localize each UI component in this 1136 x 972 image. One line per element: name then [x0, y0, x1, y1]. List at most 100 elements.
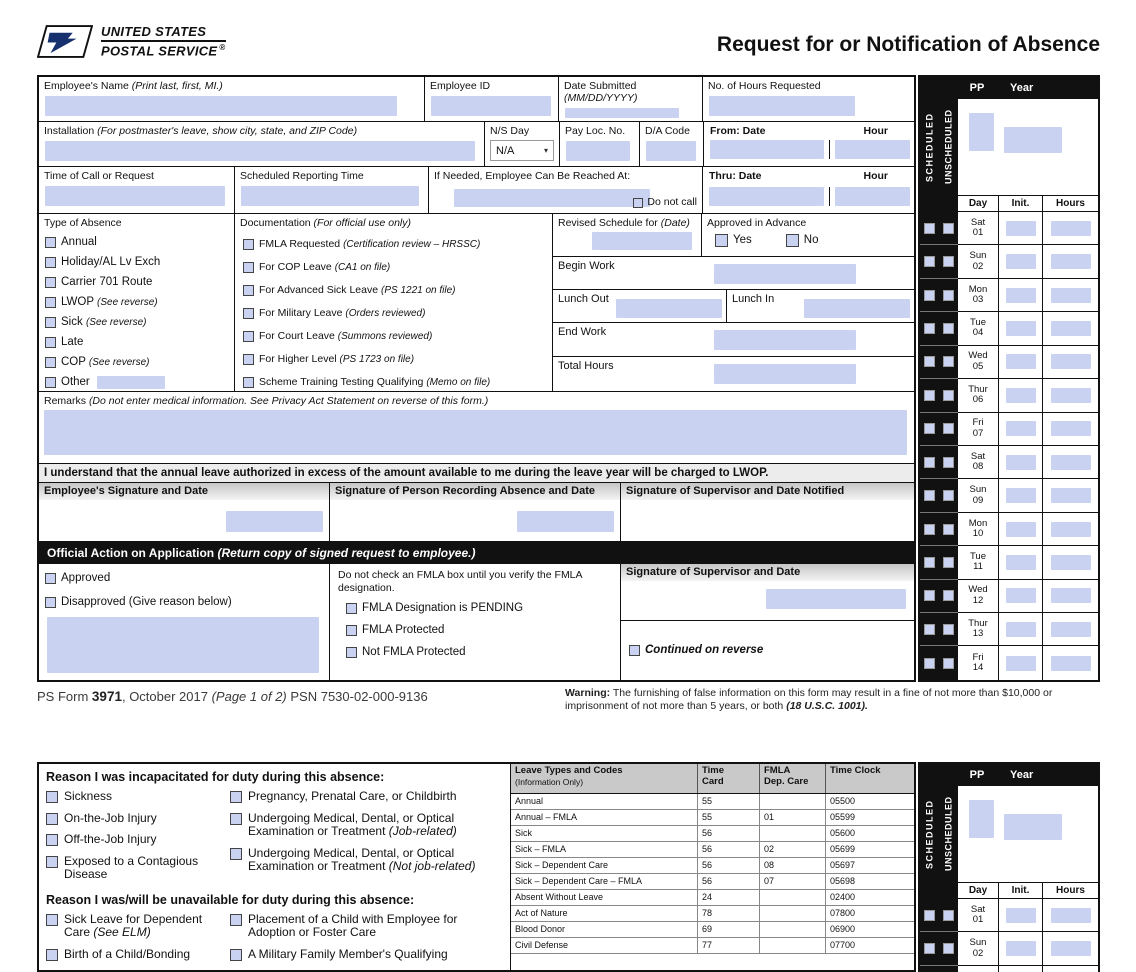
pay-loc-input[interactable] — [566, 141, 630, 161]
installation-input[interactable] — [45, 141, 475, 161]
unscheduled-checkbox[interactable] — [943, 623, 954, 635]
absence-type-option[interactable]: Carrier 701 Route — [45, 276, 228, 289]
scheduled-checkbox[interactable] — [924, 289, 935, 301]
do-not-call-checkbox[interactable] — [633, 197, 644, 208]
reason-checkbox[interactable] — [46, 812, 58, 825]
init-input[interactable] — [1005, 454, 1036, 470]
reason-option[interactable]: Sickness — [46, 789, 230, 804]
year-input[interactable] — [1004, 814, 1062, 840]
scheduled-checkbox[interactable] — [924, 256, 935, 268]
hours-input[interactable] — [1050, 907, 1091, 923]
scheduled-checkbox[interactable] — [924, 523, 935, 535]
reason-checkbox[interactable] — [230, 948, 242, 961]
hours-input[interactable] — [1050, 220, 1091, 236]
absence-type-checkbox[interactable] — [45, 297, 56, 308]
hours-input[interactable] — [1050, 421, 1091, 437]
scheduled-checkbox[interactable] — [924, 943, 935, 955]
reason-option[interactable]: Birth of a Child/Bonding — [46, 947, 230, 962]
reason-checkbox[interactable] — [230, 791, 242, 803]
reason-checkbox[interactable] — [230, 812, 242, 825]
lunch-in-input[interactable] — [804, 298, 910, 318]
do-not-call-option[interactable]: Do not call — [633, 196, 697, 209]
scheduled-checkbox[interactable] — [924, 590, 935, 602]
hours-input[interactable] — [1050, 655, 1091, 671]
unscheduled-checkbox[interactable] — [943, 356, 954, 368]
hours-input[interactable] — [1050, 521, 1091, 537]
documentation-option[interactable]: FMLA Requested (Certification review – H… — [243, 238, 544, 251]
init-input[interactable] — [1005, 941, 1036, 957]
unscheduled-checkbox[interactable] — [943, 590, 954, 602]
hours-input[interactable] — [1050, 287, 1091, 303]
employee-signature-input[interactable] — [226, 511, 323, 532]
documentation-checkbox[interactable] — [243, 285, 254, 296]
revised-schedule-input[interactable] — [592, 232, 692, 250]
absence-type-checkbox[interactable] — [45, 337, 56, 348]
disapproved-checkbox[interactable] — [45, 597, 56, 608]
init-input[interactable] — [1005, 588, 1036, 604]
year-input[interactable] — [1004, 127, 1062, 153]
approved-checkbox[interactable] — [45, 573, 56, 584]
approved-no-option[interactable]: No — [785, 234, 818, 247]
hours-input[interactable] — [1050, 621, 1091, 637]
absence-type-checkbox[interactable] — [45, 277, 56, 288]
supervisor-signature-input[interactable] — [766, 589, 906, 609]
absence-type-checkbox[interactable] — [45, 317, 56, 328]
continued-checkbox[interactable] — [629, 645, 640, 656]
scheduled-checkbox[interactable] — [924, 322, 935, 334]
hours-input[interactable] — [1050, 454, 1091, 470]
reason-option[interactable]: A Military Family Member's Qualifying — [230, 947, 503, 962]
approved-yes-option[interactable]: Yes — [715, 234, 752, 247]
documentation-option[interactable]: Scheme Training Testing Qualifying (Memo… — [243, 376, 544, 389]
documentation-option[interactable]: For Court Leave (Summons reviewed) — [243, 330, 544, 343]
unscheduled-checkbox[interactable] — [943, 256, 954, 268]
init-input[interactable] — [1005, 354, 1036, 370]
fmla-option-checkbox[interactable] — [346, 625, 357, 636]
hours-requested-input[interactable] — [709, 96, 855, 116]
absence-type-option[interactable]: Sick (See reverse) — [45, 316, 228, 329]
absence-type-option[interactable]: Holiday/AL Lv Exch — [45, 256, 228, 269]
documentation-checkbox[interactable] — [243, 308, 254, 319]
unscheduled-checkbox[interactable] — [943, 222, 954, 234]
unscheduled-checkbox[interactable] — [943, 556, 954, 568]
from-date-input[interactable] — [710, 140, 825, 159]
da-code-input[interactable] — [646, 141, 696, 161]
hours-input[interactable] — [1050, 941, 1091, 957]
approved-option[interactable]: Approved — [45, 572, 323, 585]
end-work-input[interactable] — [714, 330, 856, 351]
disapproved-option[interactable]: Disapproved (Give reason below) — [45, 596, 323, 609]
init-input[interactable] — [1005, 907, 1036, 923]
thru-date-input[interactable] — [709, 187, 824, 206]
init-input[interactable] — [1005, 287, 1036, 303]
unscheduled-checkbox[interactable] — [943, 322, 954, 334]
thru-hour-input[interactable] — [834, 187, 910, 206]
reason-checkbox[interactable] — [46, 834, 58, 846]
documentation-checkbox[interactable] — [243, 377, 254, 388]
continued-on-reverse-option[interactable]: Continued on reverse — [629, 644, 763, 657]
absence-type-option[interactable]: LWOP (See reverse) — [45, 296, 228, 309]
date-submitted-input[interactable] — [565, 108, 679, 118]
scheduled-checkbox[interactable] — [924, 556, 935, 568]
reason-checkbox[interactable] — [46, 855, 58, 868]
ns-day-select[interactable]: N/A ▾ — [490, 140, 554, 161]
fmla-option[interactable]: FMLA Protected — [346, 624, 612, 637]
other-input[interactable] — [96, 376, 165, 389]
fmla-option-checkbox[interactable] — [346, 603, 357, 614]
hours-input[interactable] — [1050, 488, 1091, 504]
pp-input[interactable] — [969, 113, 994, 151]
reason-option[interactable]: On-the-Job Injury — [46, 811, 230, 826]
absence-type-checkbox[interactable] — [45, 257, 56, 268]
scheduled-checkbox[interactable] — [924, 623, 935, 635]
unscheduled-checkbox[interactable] — [943, 456, 954, 468]
scheduled-checkbox[interactable] — [924, 490, 935, 502]
scheduled-checkbox[interactable] — [924, 389, 935, 401]
scheduled-checkbox[interactable] — [924, 356, 935, 368]
from-hour-input[interactable] — [835, 140, 910, 159]
fmla-option[interactable]: Not FMLA Protected — [346, 646, 612, 659]
reason-checkbox[interactable] — [46, 791, 58, 803]
scheduled-checkbox[interactable] — [924, 423, 935, 435]
documentation-checkbox[interactable] — [243, 262, 254, 273]
reason-checkbox[interactable] — [230, 913, 242, 926]
init-input[interactable] — [1005, 421, 1036, 437]
fmla-option-checkbox[interactable] — [346, 647, 357, 658]
init-input[interactable] — [1005, 554, 1036, 570]
